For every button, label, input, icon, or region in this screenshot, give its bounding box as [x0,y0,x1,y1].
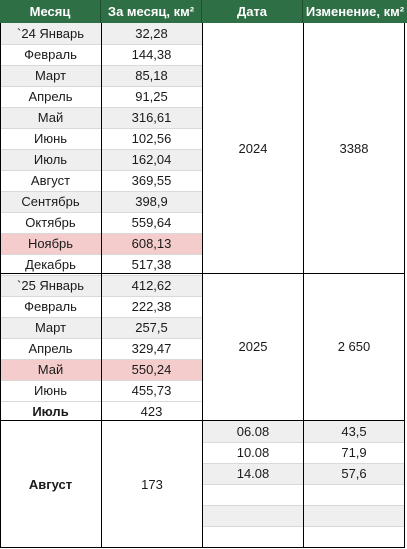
column-border [101,23,102,548]
month-cell[interactable]: Июнь [0,128,101,149]
month-cell[interactable]: Июль [0,149,101,170]
column-border [0,23,1,548]
value-cell[interactable]: 423 [101,401,202,422]
month-cell[interactable]: Июнь [0,380,101,401]
august-change-cell[interactable] [304,505,404,526]
value-cell[interactable]: 329,47 [101,338,202,359]
group-border [0,420,405,421]
value-cell[interactable]: 316,61 [101,107,202,128]
month-cell[interactable]: Март [0,317,101,338]
value-cell[interactable]: 32,28 [101,23,202,44]
value-cell[interactable]: 517,38 [101,254,202,275]
column-border [404,23,405,548]
value-cell[interactable]: 550,24 [101,359,202,380]
month-cell[interactable]: Май [0,107,101,128]
year-2025-date[interactable]: 2025 [203,273,303,420]
month-cell[interactable]: Апрель [0,86,101,107]
august-change-cell[interactable]: 71,9 [304,442,404,463]
month-cell[interactable]: `24 Январь [0,23,101,44]
header-date[interactable]: Дата [202,0,303,23]
year-2025-change[interactable]: 2 650 [304,273,404,420]
value-cell[interactable]: 257,5 [101,317,202,338]
column-border [202,23,203,548]
month-cell[interactable]: Ноябрь [0,233,101,254]
value-cell[interactable]: 162,04 [101,149,202,170]
month-cell[interactable]: Май [0,359,101,380]
august-date-cell[interactable]: 14.08 [203,463,303,484]
month-cell[interactable]: Декабрь [0,254,101,275]
month-cell[interactable]: Октябрь [0,212,101,233]
column-border [303,23,304,548]
august-month[interactable]: Август [0,421,101,547]
group-border [0,547,405,548]
value-cell[interactable]: 144,38 [101,44,202,65]
month-cell[interactable]: Сентябрь [0,191,101,212]
august-date-cell[interactable] [203,505,303,526]
month-cell[interactable]: Апрель [0,338,101,359]
month-cell[interactable]: Март [0,65,101,86]
header-month[interactable]: Месяц [0,0,101,23]
august-date-cell[interactable] [203,484,303,505]
month-cell[interactable]: Февраль [0,44,101,65]
header-per-month[interactable]: За месяц, км² [101,0,202,23]
year-2024-date[interactable]: 2024 [203,23,303,273]
value-cell[interactable]: 222,38 [101,296,202,317]
august-change-cell[interactable] [304,484,404,505]
august-change-cell[interactable] [304,526,404,547]
group-border [0,273,405,274]
month-cell[interactable]: `25 Январь [0,275,101,296]
value-cell[interactable]: 369,55 [101,170,202,191]
august-change-cell[interactable]: 57,6 [304,463,404,484]
year-2024-change[interactable]: 3388 [304,23,404,273]
value-cell[interactable]: 412,62 [101,275,202,296]
value-cell[interactable]: 102,56 [101,128,202,149]
header-change[interactable]: Изменение, км² [303,0,407,23]
value-cell[interactable]: 398,9 [101,191,202,212]
value-cell[interactable]: 455,73 [101,380,202,401]
month-cell[interactable]: Июль [0,401,101,422]
value-cell[interactable]: 91,25 [101,86,202,107]
month-cell[interactable]: Август [0,170,101,191]
august-date-cell[interactable]: 06.08 [203,421,303,442]
august-change-cell[interactable]: 43,5 [304,421,404,442]
value-cell[interactable]: 85,18 [101,65,202,86]
august-date-cell[interactable] [203,526,303,547]
value-cell[interactable]: 608,13 [101,233,202,254]
august-date-cell[interactable]: 10.08 [203,442,303,463]
august-value[interactable]: 173 [102,421,202,547]
value-cell[interactable]: 559,64 [101,212,202,233]
month-cell[interactable]: Февраль [0,296,101,317]
